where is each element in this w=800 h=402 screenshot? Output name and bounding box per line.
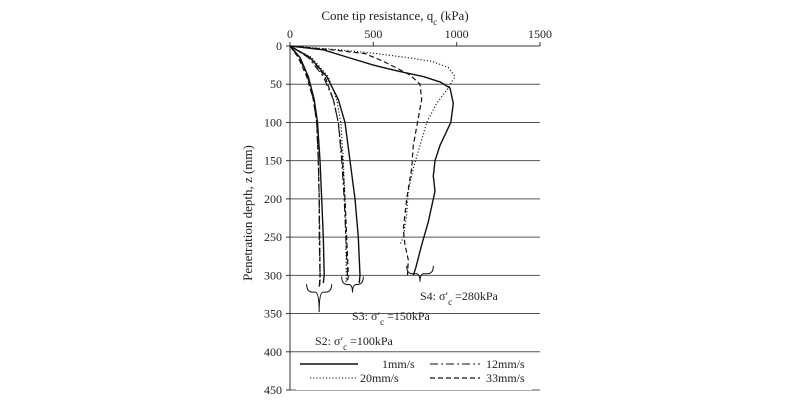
x-tick-label: 500 <box>364 27 382 41</box>
annotation-s2-suffix: =100kPa <box>347 334 393 348</box>
x-axis-title-sub: c <box>433 17 437 27</box>
y-tick-label: 0 <box>276 39 282 53</box>
series-s2-dotted-line <box>289 45 321 284</box>
series-s2-dashed-line <box>289 45 321 287</box>
legend-label-dotted: 20mm/s <box>360 371 399 385</box>
axis-layer: 0 500 1000 1500 0 50 100 150 200 250 300 350 400 450 C… <box>240 8 552 397</box>
x-axis-title-main: Cone tip resistance, q <box>321 8 433 23</box>
x-axis-title: Cone tip resistance, qc (kPa) <box>321 8 468 27</box>
annotation-s3: S3: σ′c =150kPa <box>352 309 431 327</box>
y-tick-label: 400 <box>264 345 282 359</box>
annotation-s3-sub: c <box>380 317 384 327</box>
annotation-s4-prefix: S4: σ′ <box>420 289 448 303</box>
legend-label-dashdot: 12mm/s <box>486 357 525 371</box>
y-tick-label: 50 <box>270 77 282 91</box>
series-s3-dashed-line <box>289 45 349 284</box>
legend-label-dashed: 33mm/s <box>486 371 525 385</box>
annotation-s3-prefix: S3: σ′ <box>352 309 380 323</box>
y-tick-label: 200 <box>264 192 282 206</box>
y-tick-label: 100 <box>264 115 282 129</box>
series-layer <box>289 45 456 287</box>
annotation-s4-suffix: =280kPa <box>452 289 498 303</box>
x-axis-title-unit: (kPa) <box>437 8 468 23</box>
x-tick-label: 1000 <box>445 27 469 41</box>
y-tick-label: 350 <box>264 307 282 321</box>
x-tick-label: 0 <box>287 27 293 41</box>
annotation-s2: S2: σ′c =100kPa <box>315 334 394 352</box>
annotation-s3-suffix: =150kPa <box>384 309 430 323</box>
legend-layer: 1mm/s 12mm/s 20mm/s 33mm/s <box>296 357 532 390</box>
y-tick-label: 250 <box>264 230 282 244</box>
legend-background <box>296 357 532 390</box>
y-axis-title: Penetration depth, z (mm) <box>240 145 255 281</box>
y-tick-label: 450 <box>264 383 282 397</box>
annotation-s4-sub: c <box>448 297 452 307</box>
series-s2-dashdot-line <box>289 45 321 287</box>
brace-s4 <box>406 265 434 282</box>
annotation-s2-sub: c <box>343 342 347 352</box>
series-s2-solid-line <box>289 45 325 284</box>
brace-s2 <box>306 284 333 313</box>
legend-label-solid: 1mm/s <box>382 357 415 371</box>
series-s3-solid-line <box>289 45 361 284</box>
series-s3-dotted-line <box>289 45 347 284</box>
annotation-s4: S4: σ′c =280kPa <box>420 289 499 307</box>
series-s4-solid-line <box>289 45 454 276</box>
annotation-s2-prefix: S2: σ′ <box>315 334 343 348</box>
y-tick-label: 300 <box>264 268 282 282</box>
y-tick-label: 150 <box>264 154 282 168</box>
x-tick-label: 1500 <box>528 27 552 41</box>
